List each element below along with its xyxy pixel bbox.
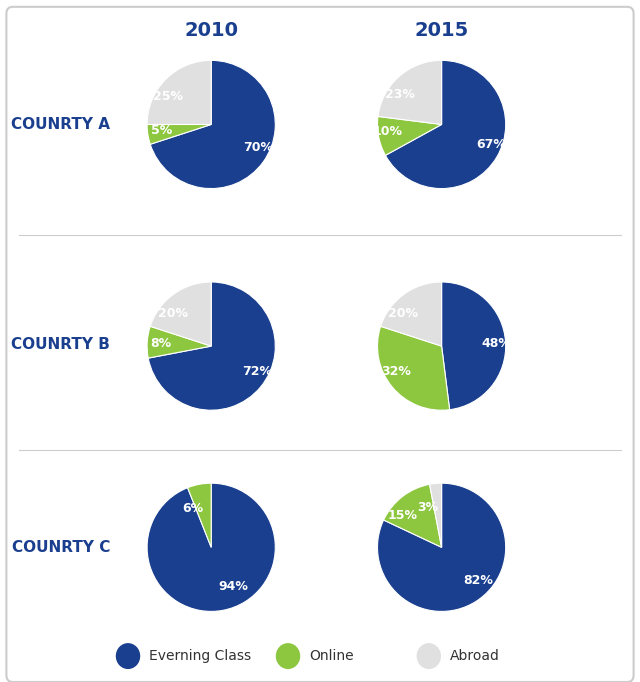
Text: 48%: 48% xyxy=(481,337,511,350)
Wedge shape xyxy=(381,282,442,346)
Wedge shape xyxy=(147,124,211,145)
Text: 94%: 94% xyxy=(219,580,248,593)
Text: 3%: 3% xyxy=(417,501,438,514)
Wedge shape xyxy=(385,61,506,188)
Text: 72%: 72% xyxy=(242,365,272,378)
Wedge shape xyxy=(378,60,442,124)
Text: 8%: 8% xyxy=(150,337,172,350)
Wedge shape xyxy=(429,483,442,547)
Wedge shape xyxy=(378,326,450,410)
Text: 2010: 2010 xyxy=(184,21,238,40)
Text: 67%: 67% xyxy=(476,138,506,151)
Text: 20%: 20% xyxy=(388,308,418,321)
Circle shape xyxy=(276,644,300,668)
Text: 15%: 15% xyxy=(387,509,417,522)
Wedge shape xyxy=(148,282,275,410)
Text: COUNRTY C: COUNRTY C xyxy=(12,540,110,555)
Wedge shape xyxy=(147,326,211,358)
Text: 25%: 25% xyxy=(153,90,183,103)
Text: Everning Class: Everning Class xyxy=(149,649,252,663)
Text: 5%: 5% xyxy=(150,124,172,137)
Wedge shape xyxy=(442,282,506,410)
Text: 20%: 20% xyxy=(158,308,188,321)
Wedge shape xyxy=(150,282,211,346)
Circle shape xyxy=(116,644,140,668)
Text: 2015: 2015 xyxy=(415,21,468,40)
Wedge shape xyxy=(150,61,275,188)
Text: COUNRTY A: COUNRTY A xyxy=(12,117,110,132)
Wedge shape xyxy=(383,484,442,547)
Text: Online: Online xyxy=(309,649,354,663)
Wedge shape xyxy=(378,483,506,611)
Circle shape xyxy=(417,644,440,668)
Text: 70%: 70% xyxy=(243,141,273,154)
Wedge shape xyxy=(378,117,442,155)
Text: 82%: 82% xyxy=(463,574,493,587)
Wedge shape xyxy=(147,483,275,611)
Text: 32%: 32% xyxy=(381,365,411,378)
Wedge shape xyxy=(188,483,211,547)
Wedge shape xyxy=(147,61,211,124)
FancyBboxPatch shape xyxy=(6,7,634,682)
Text: COUNRTY B: COUNRTY B xyxy=(12,337,110,352)
Text: Abroad: Abroad xyxy=(450,649,500,663)
Text: 6%: 6% xyxy=(182,502,204,515)
Text: 10%: 10% xyxy=(372,125,403,138)
Text: 23%: 23% xyxy=(385,88,415,101)
